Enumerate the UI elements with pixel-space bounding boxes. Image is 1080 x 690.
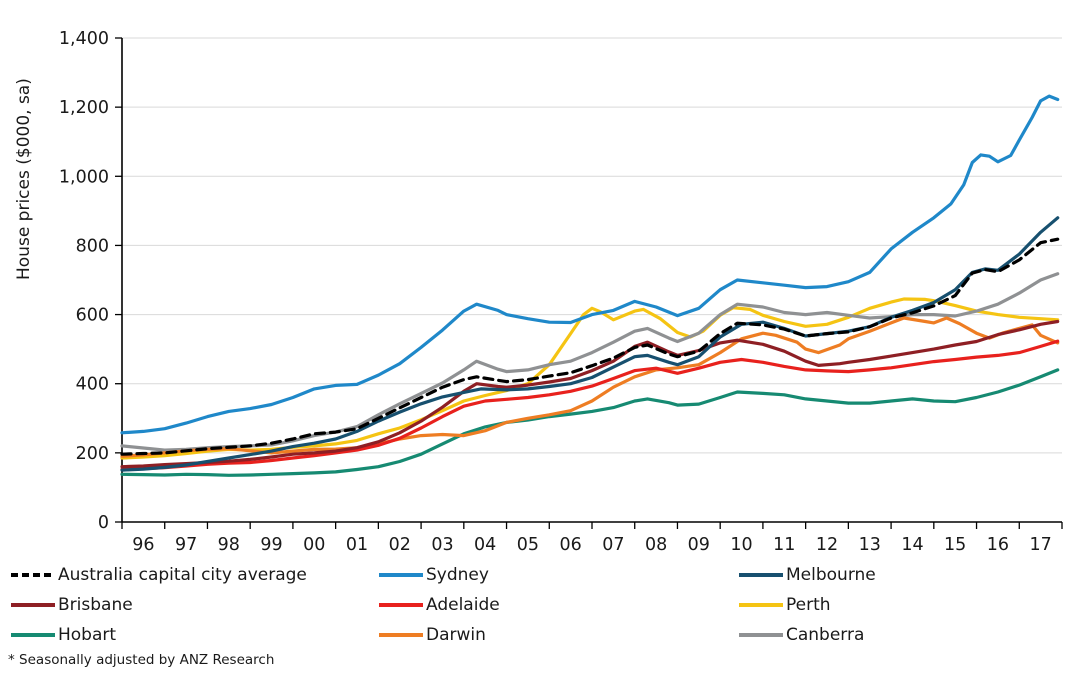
legend-swatch-sydney: [379, 573, 423, 577]
y-tick-label: 200: [76, 444, 109, 464]
x-tick-label: 16: [987, 535, 1009, 555]
x-tick-label: 99: [260, 535, 282, 555]
legend-label: Australia capital city average: [58, 565, 307, 585]
legend-label: Melbourne: [786, 565, 876, 585]
x-tick-label: 02: [389, 535, 411, 555]
x-tick-label: 08: [645, 535, 667, 555]
x-tick-label: 09: [688, 535, 710, 555]
legend-swatch-melbourne: [739, 573, 783, 577]
legend-label: Canberra: [786, 625, 865, 645]
x-tick-label: 98: [218, 535, 240, 555]
series-line-melbourne: [120, 216, 1060, 472]
series-line-average: [120, 237, 1060, 456]
x-tick-label: 97: [175, 535, 197, 555]
legend-swatch-perth: [739, 603, 783, 607]
legend-label: Sydney: [426, 565, 489, 585]
legend-item-hobart: Hobart: [10, 625, 378, 645]
legend-swatch-hobart: [11, 633, 55, 637]
legend-item-average: Australia capital city average: [10, 565, 378, 585]
x-tick-label: 03: [431, 535, 453, 555]
series-line-brisbane: [120, 319, 1060, 469]
legend-item-brisbane: Brisbane: [10, 595, 378, 615]
y-tick-label: 1,400: [59, 29, 109, 49]
x-tick-label: 04: [474, 535, 496, 555]
legend-label: Adelaide: [426, 595, 500, 615]
series-line-darwin: [120, 316, 1060, 458]
y-tick-label: 1,200: [59, 98, 109, 118]
y-tick-label: 1,000: [59, 167, 109, 187]
x-tick-label: 00: [303, 535, 325, 555]
legend: Australia capital city average Sydney Melb…: [10, 560, 1076, 650]
y-tick-label: 400: [76, 375, 109, 395]
legend-swatch-darwin: [379, 633, 423, 637]
y-tick-label: 600: [76, 306, 109, 326]
legend-label: Darwin: [426, 625, 486, 645]
legend-item-perth: Perth: [738, 595, 1076, 615]
legend-swatch-brisbane: [11, 603, 55, 607]
footnote: * Seasonally adjusted by ANZ Research: [8, 652, 275, 668]
legend-item-adelaide: Adelaide: [378, 595, 738, 615]
x-tick-label: 14: [901, 535, 923, 555]
legend-label: Brisbane: [58, 595, 133, 615]
legend-label: Hobart: [58, 625, 117, 645]
x-tick-label: 01: [346, 535, 368, 555]
x-tick-label: 96: [132, 535, 154, 555]
x-tick-label: 15: [944, 535, 966, 555]
x-tick-label: 17: [1029, 535, 1051, 555]
series-line-adelaide: [120, 339, 1060, 472]
legend-item-sydney: Sydney: [378, 565, 738, 585]
legend-item-canberra: Canberra: [738, 625, 1076, 645]
x-tick-label: 05: [517, 535, 539, 555]
legend-swatch-adelaide: [379, 603, 423, 607]
series-line-hobart: [120, 368, 1060, 477]
x-tick-label: 10: [730, 535, 752, 555]
legend-label: Perth: [786, 595, 831, 615]
series-line-sydney: [120, 94, 1060, 435]
x-tick-label: 06: [559, 535, 581, 555]
x-tick-label: 07: [602, 535, 624, 555]
x-tick-label: 11: [773, 535, 795, 555]
y-tick-label: 0: [98, 513, 109, 533]
legend-swatch-average: [11, 573, 55, 577]
x-tick-label: 13: [859, 535, 881, 555]
legend-item-melbourne: Melbourne: [738, 565, 1076, 585]
legend-swatch-canberra: [739, 633, 783, 637]
legend-item-darwin: Darwin: [378, 625, 738, 645]
x-tick-label: 12: [816, 535, 838, 555]
y-tick-label: 800: [76, 236, 109, 256]
